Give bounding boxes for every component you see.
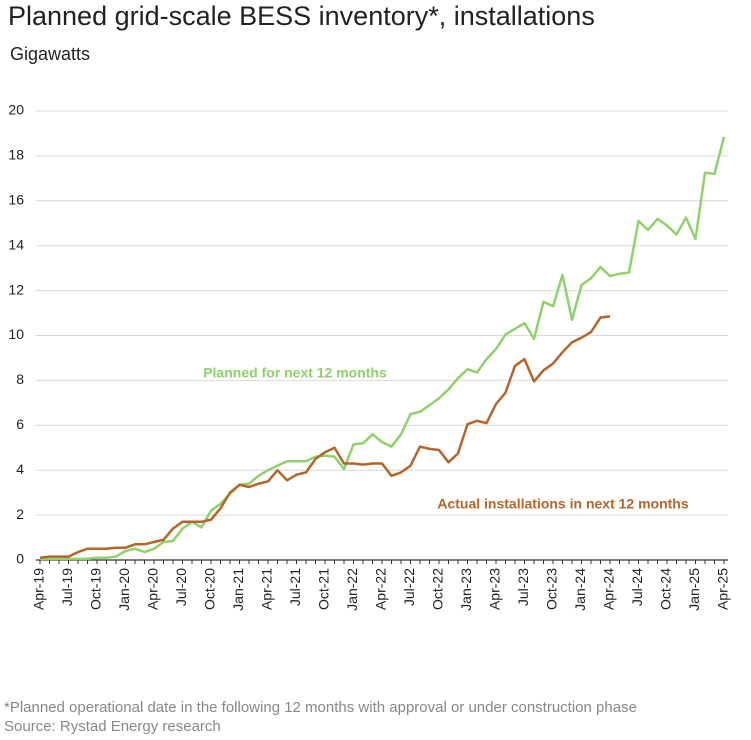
chart-subtitle: Gigawatts	[10, 44, 90, 64]
y-tick-label: 16	[8, 192, 24, 208]
x-tick-label: Jul-19	[59, 568, 75, 606]
y-tick-label: 20	[8, 102, 24, 118]
x-tick-label: Jul-24	[629, 568, 645, 606]
x-tick-label: Jan-25	[686, 568, 702, 611]
x-tick-label: Oct-20	[202, 568, 218, 610]
y-tick-label: 18	[8, 147, 24, 163]
x-tick-label: Apr-23	[487, 568, 503, 610]
footnote: *Planned operational date in the followi…	[4, 699, 637, 716]
x-tick-label: Oct-23	[544, 568, 560, 610]
source: Source: Rystad Energy research	[4, 718, 221, 735]
series-label: Planned for next 12 months	[203, 365, 387, 381]
x-tick-label: Oct-22	[430, 568, 446, 610]
x-tick-label: Apr-22	[373, 568, 389, 610]
y-tick-label: 6	[16, 416, 24, 432]
x-tick-label: Jan-21	[230, 568, 246, 611]
series-line	[40, 136, 726, 561]
series-label: Actual installations in next 12 months	[437, 496, 688, 512]
y-tick-label: 2	[16, 506, 24, 522]
x-tick-label: Jan-22	[344, 568, 360, 611]
x-tick-label: Apr-24	[601, 568, 617, 610]
x-tick-label: Jul-20	[173, 568, 189, 606]
x-tick-label: Jul-21	[287, 568, 303, 606]
x-tick-label: Apr-19	[31, 568, 47, 610]
x-tick-label: Jan-24	[572, 568, 588, 611]
y-tick-label: 8	[16, 371, 24, 387]
x-tick-label: Jan-23	[458, 568, 474, 611]
x-tick-label: Oct-19	[88, 568, 104, 610]
y-tick-label: 14	[8, 236, 24, 252]
x-tick-label: Oct-21	[316, 568, 332, 610]
x-tick-label: Apr-20	[145, 568, 161, 610]
x-tick-label: Apr-21	[259, 568, 275, 610]
x-tick-label: Jul-23	[515, 568, 531, 606]
x-tick-label: Jan-20	[116, 568, 132, 611]
x-tick-label: Jul-22	[401, 568, 417, 606]
x-tick-label: Oct-24	[658, 568, 674, 610]
chart-title: Planned grid-scale BESS inventory*, inst…	[8, 1, 595, 31]
y-tick-label: 4	[16, 461, 24, 477]
x-tick-label: Apr-25	[715, 568, 731, 610]
series-line	[39, 315, 611, 560]
y-tick-label: 0	[16, 551, 24, 567]
y-tick-label: 12	[8, 281, 24, 297]
y-tick-label: 10	[8, 326, 24, 342]
